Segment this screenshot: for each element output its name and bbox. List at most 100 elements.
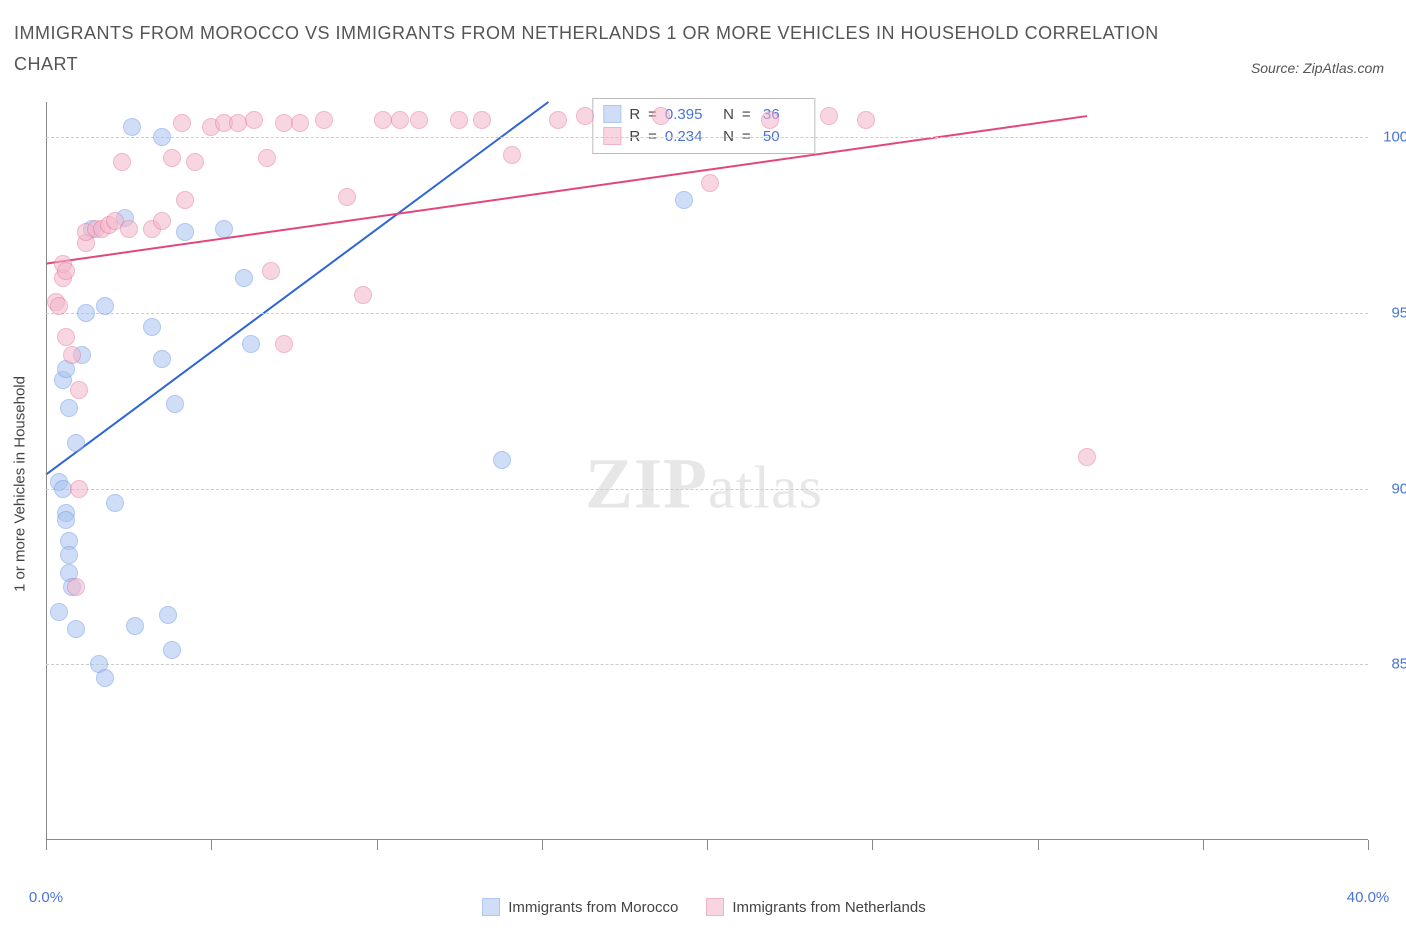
legend-label: Immigrants from Morocco bbox=[508, 899, 678, 916]
y-tick-label: 85.0% bbox=[1378, 656, 1406, 673]
y-axis bbox=[46, 102, 47, 840]
data-point-netherlands bbox=[163, 149, 181, 167]
y-gridline bbox=[46, 313, 1368, 314]
watermark: ZIPatlas bbox=[585, 443, 823, 526]
legend-swatch-netherlands bbox=[706, 898, 724, 916]
data-point-netherlands bbox=[410, 111, 428, 129]
watermark-left: ZIP bbox=[585, 444, 708, 524]
data-point-netherlands bbox=[275, 335, 293, 353]
data-point-netherlands bbox=[245, 111, 263, 129]
data-point-netherlands bbox=[63, 346, 81, 364]
data-point-morocco bbox=[123, 118, 141, 136]
data-point-netherlands bbox=[576, 107, 594, 125]
data-point-morocco bbox=[50, 603, 68, 621]
data-point-netherlands bbox=[258, 149, 276, 167]
data-point-netherlands bbox=[70, 480, 88, 498]
y-tick-label: 100.0% bbox=[1378, 129, 1406, 146]
data-point-netherlands bbox=[391, 111, 409, 129]
data-point-morocco bbox=[96, 297, 114, 315]
stats-swatch-netherlands bbox=[603, 127, 621, 145]
data-point-netherlands bbox=[120, 220, 138, 238]
legend-item-netherlands: Immigrants from Netherlands bbox=[706, 898, 925, 916]
x-tick bbox=[46, 840, 47, 850]
x-tick bbox=[1203, 840, 1204, 850]
trend-line-netherlands bbox=[46, 116, 1087, 264]
source-attribution: Source: ZipAtlas.com bbox=[1251, 60, 1384, 76]
data-point-morocco bbox=[242, 335, 260, 353]
data-point-morocco bbox=[57, 511, 75, 529]
y-axis-label: 1 or more Vehicles in Household bbox=[12, 376, 29, 592]
data-point-netherlands bbox=[57, 328, 75, 346]
data-point-netherlands bbox=[176, 191, 194, 209]
y-gridline bbox=[46, 137, 1368, 138]
x-tick bbox=[1368, 840, 1369, 850]
x-tick bbox=[707, 840, 708, 850]
x-tick bbox=[377, 840, 378, 850]
stats-n-label: N bbox=[719, 106, 734, 123]
data-point-morocco bbox=[163, 641, 181, 659]
stats-n-label: N bbox=[719, 128, 734, 145]
data-point-netherlands bbox=[113, 153, 131, 171]
data-point-netherlands bbox=[50, 297, 68, 315]
data-point-netherlands bbox=[262, 262, 280, 280]
equals-sign: = bbox=[742, 128, 751, 145]
data-point-netherlands bbox=[173, 114, 191, 132]
data-point-morocco bbox=[176, 223, 194, 241]
data-point-netherlands bbox=[70, 381, 88, 399]
data-point-netherlands bbox=[354, 286, 372, 304]
y-tick-label: 95.0% bbox=[1378, 304, 1406, 321]
data-point-netherlands bbox=[67, 578, 85, 596]
legend-label: Immigrants from Netherlands bbox=[732, 899, 925, 916]
data-point-morocco bbox=[153, 350, 171, 368]
data-point-netherlands bbox=[1078, 448, 1096, 466]
x-tick bbox=[542, 840, 543, 850]
data-point-netherlands bbox=[153, 212, 171, 230]
data-point-morocco bbox=[77, 304, 95, 322]
y-tick-label: 90.0% bbox=[1378, 480, 1406, 497]
data-point-morocco bbox=[54, 480, 72, 498]
data-point-morocco bbox=[67, 434, 85, 452]
data-point-netherlands bbox=[450, 111, 468, 129]
stats-swatch-morocco bbox=[603, 105, 621, 123]
data-point-morocco bbox=[60, 399, 78, 417]
data-point-morocco bbox=[235, 269, 253, 287]
data-point-morocco bbox=[67, 620, 85, 638]
y-gridline bbox=[46, 664, 1368, 665]
data-point-morocco bbox=[96, 669, 114, 687]
source-prefix: Source: bbox=[1251, 60, 1303, 76]
data-point-morocco bbox=[153, 128, 171, 146]
data-point-morocco bbox=[675, 191, 693, 209]
data-point-netherlands bbox=[374, 111, 392, 129]
data-point-morocco bbox=[493, 451, 511, 469]
source-name: ZipAtlas.com bbox=[1303, 60, 1384, 76]
watermark-right: atlas bbox=[708, 455, 823, 521]
data-point-netherlands bbox=[549, 111, 567, 129]
stats-n-value: 50 bbox=[759, 128, 805, 145]
stats-r-value: 0.395 bbox=[665, 106, 711, 123]
stats-r-label: R bbox=[629, 106, 640, 123]
data-point-morocco bbox=[60, 546, 78, 564]
data-point-netherlands bbox=[761, 111, 779, 129]
x-tick bbox=[872, 840, 873, 850]
data-point-netherlands bbox=[275, 114, 293, 132]
stats-row-netherlands: R = 0.234 N = 50 bbox=[603, 125, 804, 147]
chart-title: IMMIGRANTS FROM MOROCCO VS IMMIGRANTS FR… bbox=[14, 18, 1226, 79]
data-point-netherlands bbox=[57, 262, 75, 280]
scatter-plot: 1 or more Vehicles in Household ZIPatlas… bbox=[36, 98, 1372, 870]
data-point-netherlands bbox=[291, 114, 309, 132]
data-point-morocco bbox=[159, 606, 177, 624]
data-point-netherlands bbox=[857, 111, 875, 129]
data-point-netherlands bbox=[473, 111, 491, 129]
x-tick bbox=[211, 840, 212, 850]
data-point-netherlands bbox=[229, 114, 247, 132]
data-point-netherlands bbox=[820, 107, 838, 125]
data-point-morocco bbox=[143, 318, 161, 336]
stats-r-value: 0.234 bbox=[665, 128, 711, 145]
data-point-morocco bbox=[126, 617, 144, 635]
trend-lines bbox=[36, 98, 1372, 870]
stats-r-label: R bbox=[629, 128, 640, 145]
series-legend: Immigrants from Morocco Immigrants from N… bbox=[36, 898, 1372, 916]
data-point-morocco bbox=[106, 494, 124, 512]
equals-sign: = bbox=[648, 128, 657, 145]
data-point-netherlands bbox=[186, 153, 204, 171]
